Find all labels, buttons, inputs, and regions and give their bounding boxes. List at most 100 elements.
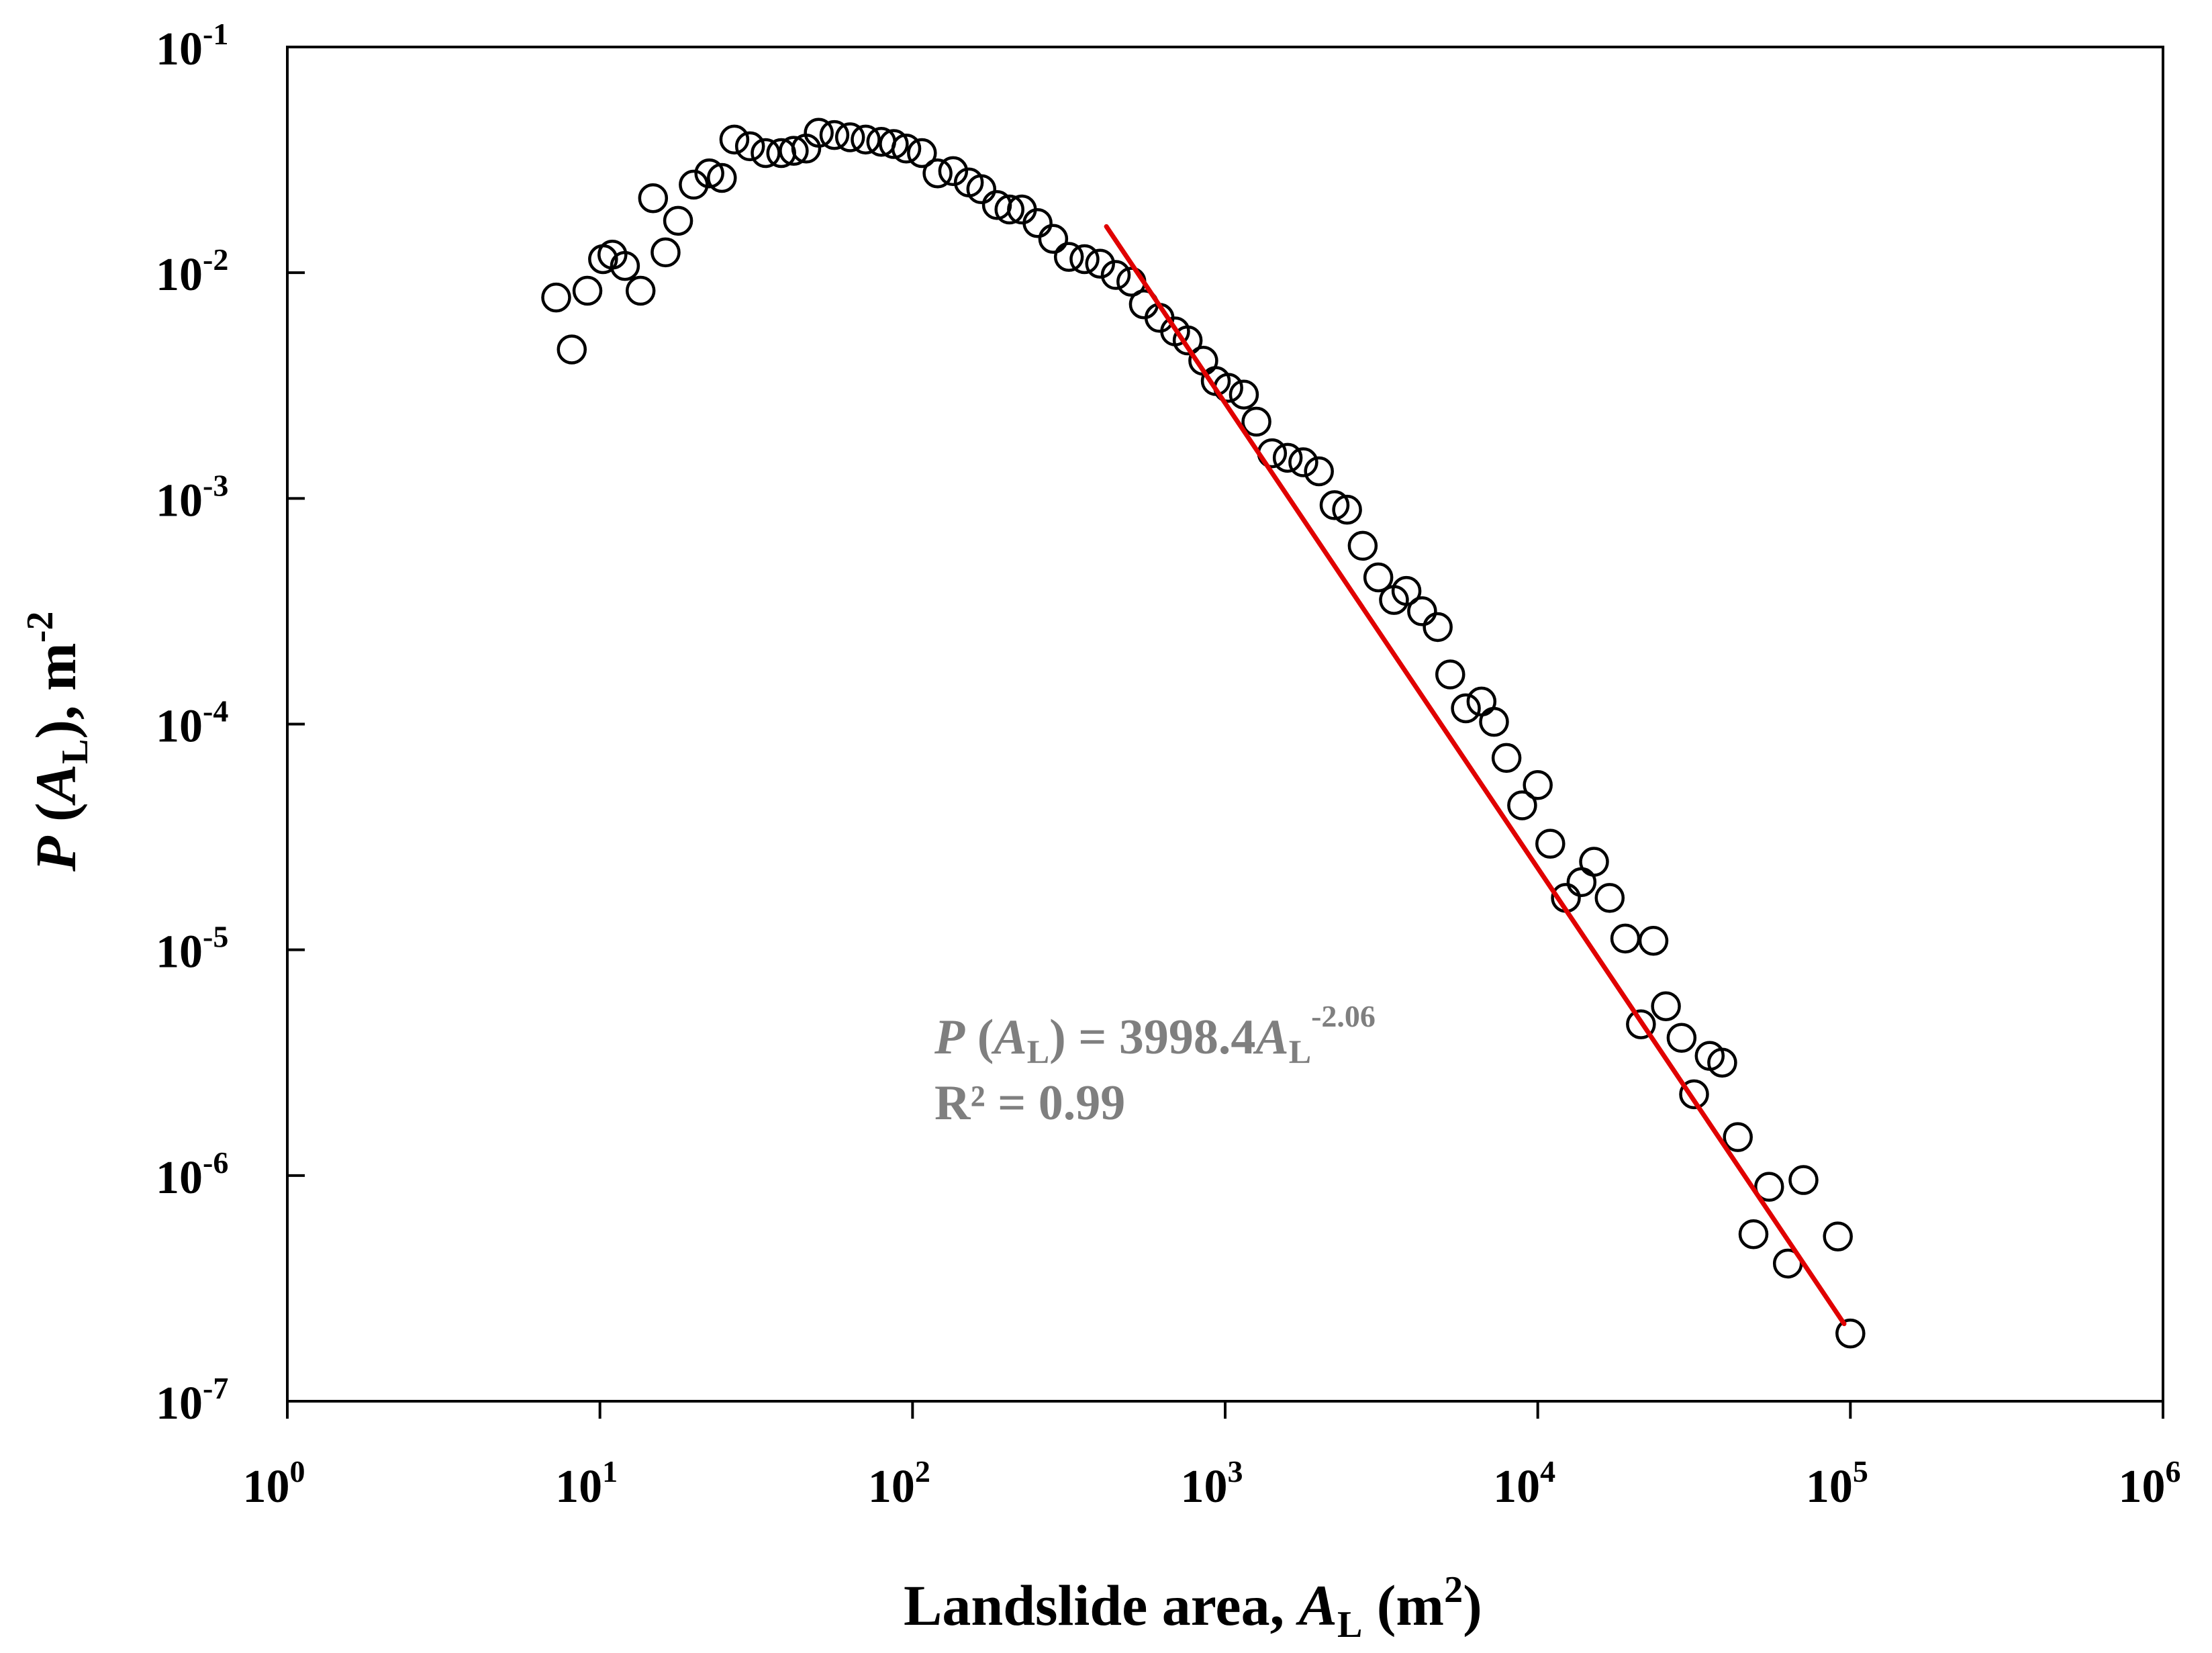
x-tick-label-base: 10 — [555, 1461, 602, 1513]
y-tick-label-exp: -3 — [203, 468, 228, 502]
y-axis-label: P (AL), m-2 — [19, 612, 96, 872]
data-point-63 — [1451, 693, 1481, 724]
data-point-86 — [1788, 1165, 1819, 1195]
data-point-48 — [1229, 379, 1259, 410]
data-point-83 — [1738, 1219, 1769, 1249]
fit-equation-sub-l: L — [1027, 1033, 1049, 1070]
data-point-7 — [638, 183, 669, 214]
data-point-55 — [1332, 494, 1362, 525]
data-point-22 — [851, 124, 881, 155]
x-tick-label-exp: 1 — [602, 1454, 618, 1489]
y-tick-label-exp: -7 — [203, 1371, 228, 1405]
y-axis-tick-labels: 10-110-210-310-410-510-610-7 — [156, 17, 228, 1429]
data-point-37 — [1069, 244, 1100, 275]
data-point-10 — [679, 169, 709, 200]
data-point-69 — [1535, 829, 1566, 859]
y-tick-label-base: 10 — [156, 475, 203, 526]
x-tick-label-5: 105 — [1806, 1454, 1868, 1513]
x-tick-label-exp: 3 — [1228, 1454, 1243, 1489]
data-point-76 — [1638, 925, 1669, 956]
x-tick-label-base: 10 — [2119, 1461, 2166, 1513]
x-axis-label: Landslide area, AL (m2) — [904, 1569, 1482, 1646]
data-points — [541, 117, 1866, 1349]
y-tick-label-2: 10-3 — [156, 468, 228, 526]
x-axis-label-var: A — [1296, 1573, 1337, 1638]
data-point-32 — [994, 194, 1024, 225]
x-tick-label-exp: 2 — [915, 1454, 930, 1489]
y-tick-label-exp: -2 — [203, 242, 228, 277]
data-point-14 — [734, 131, 765, 162]
x-axis-label-text: Landslide area, — [904, 1573, 1299, 1638]
x-tick-label-base: 10 — [868, 1461, 915, 1513]
data-point-87 — [1823, 1221, 1853, 1251]
data-point-17 — [779, 136, 809, 166]
data-point-0 — [541, 282, 571, 313]
x-axis-ticks — [286, 1401, 2164, 1419]
y-tick-label-5: 10-6 — [156, 1145, 228, 1204]
y-tick-label-exp: -4 — [203, 694, 228, 728]
data-point-39 — [1100, 260, 1131, 290]
data-point-88 — [1835, 1318, 1866, 1349]
data-point-26 — [907, 138, 937, 169]
data-point-77 — [1651, 991, 1681, 1021]
y-tick-label-3: 10-4 — [156, 694, 228, 753]
x-tick-label-exp: 6 — [2166, 1454, 2181, 1489]
data-point-49 — [1241, 406, 1271, 437]
data-point-61 — [1423, 612, 1453, 643]
data-point-30 — [966, 174, 997, 205]
y-tick-label-4: 10-5 — [156, 920, 228, 978]
data-point-82 — [1723, 1122, 1753, 1152]
data-point-13 — [719, 124, 750, 155]
data-point-51 — [1272, 442, 1303, 473]
data-point-66 — [1491, 743, 1522, 773]
fit-line — [1104, 224, 1847, 1327]
data-point-12 — [707, 162, 737, 193]
data-point-68 — [1523, 770, 1553, 800]
data-point-78 — [1666, 1023, 1697, 1053]
x-tick-label-6: 106 — [2119, 1454, 2181, 1513]
y-tick-label-0: 10-1 — [156, 17, 228, 75]
x-axis-label-close: ) — [1463, 1573, 1482, 1638]
data-point-62 — [1435, 659, 1465, 690]
y-tick-label-base: 10 — [156, 701, 203, 753]
data-point-57 — [1363, 562, 1394, 593]
data-point-20 — [819, 120, 850, 150]
data-point-21 — [834, 122, 865, 152]
data-point-53 — [1304, 456, 1334, 487]
x-tick-label-3: 103 — [1181, 1454, 1243, 1513]
data-point-34 — [1022, 207, 1053, 238]
data-point-11 — [694, 158, 724, 189]
data-point-8 — [651, 237, 681, 268]
x-tick-label-base: 10 — [243, 1461, 290, 1513]
data-point-81 — [1707, 1047, 1737, 1078]
x-tick-label-exp: 5 — [1853, 1454, 1868, 1489]
y-tick-label-base: 10 — [156, 1378, 203, 1429]
data-point-1 — [557, 334, 587, 365]
fit-equation-var-a: A — [991, 1010, 1026, 1065]
y-axis-label-sup: -2 — [19, 612, 61, 643]
x-tick-label-2: 102 — [868, 1454, 930, 1513]
data-point-5 — [610, 250, 640, 281]
fit-equation: P (AL) = 3998.4AL-2.06 — [934, 999, 1376, 1070]
data-point-56 — [1347, 530, 1378, 561]
data-point-27 — [922, 158, 953, 189]
y-tick-label-6: 10-7 — [156, 1371, 228, 1429]
y-tick-label-base: 10 — [156, 927, 203, 978]
x-tick-label-base: 10 — [1181, 1461, 1228, 1513]
x-tick-label-exp: 0 — [290, 1454, 305, 1489]
data-point-65 — [1479, 706, 1509, 737]
x-axis-tick-labels: 100 101 102 103 104 105 106 — [243, 1454, 2181, 1513]
y-tick-label-exp: -5 — [203, 920, 228, 954]
data-point-67 — [1507, 790, 1537, 820]
y-tick-label-base: 10 — [156, 1152, 203, 1204]
x-tick-label-1: 101 — [555, 1454, 618, 1513]
fit-equation-var-p: P — [934, 1010, 965, 1065]
data-point-73 — [1594, 883, 1625, 913]
data-point-24 — [879, 129, 909, 159]
x-tick-label-exp: 4 — [1540, 1454, 1555, 1489]
data-point-72 — [1579, 847, 1609, 877]
data-point-28 — [938, 156, 969, 187]
fit-equation-var-a2: A — [1253, 1010, 1288, 1065]
